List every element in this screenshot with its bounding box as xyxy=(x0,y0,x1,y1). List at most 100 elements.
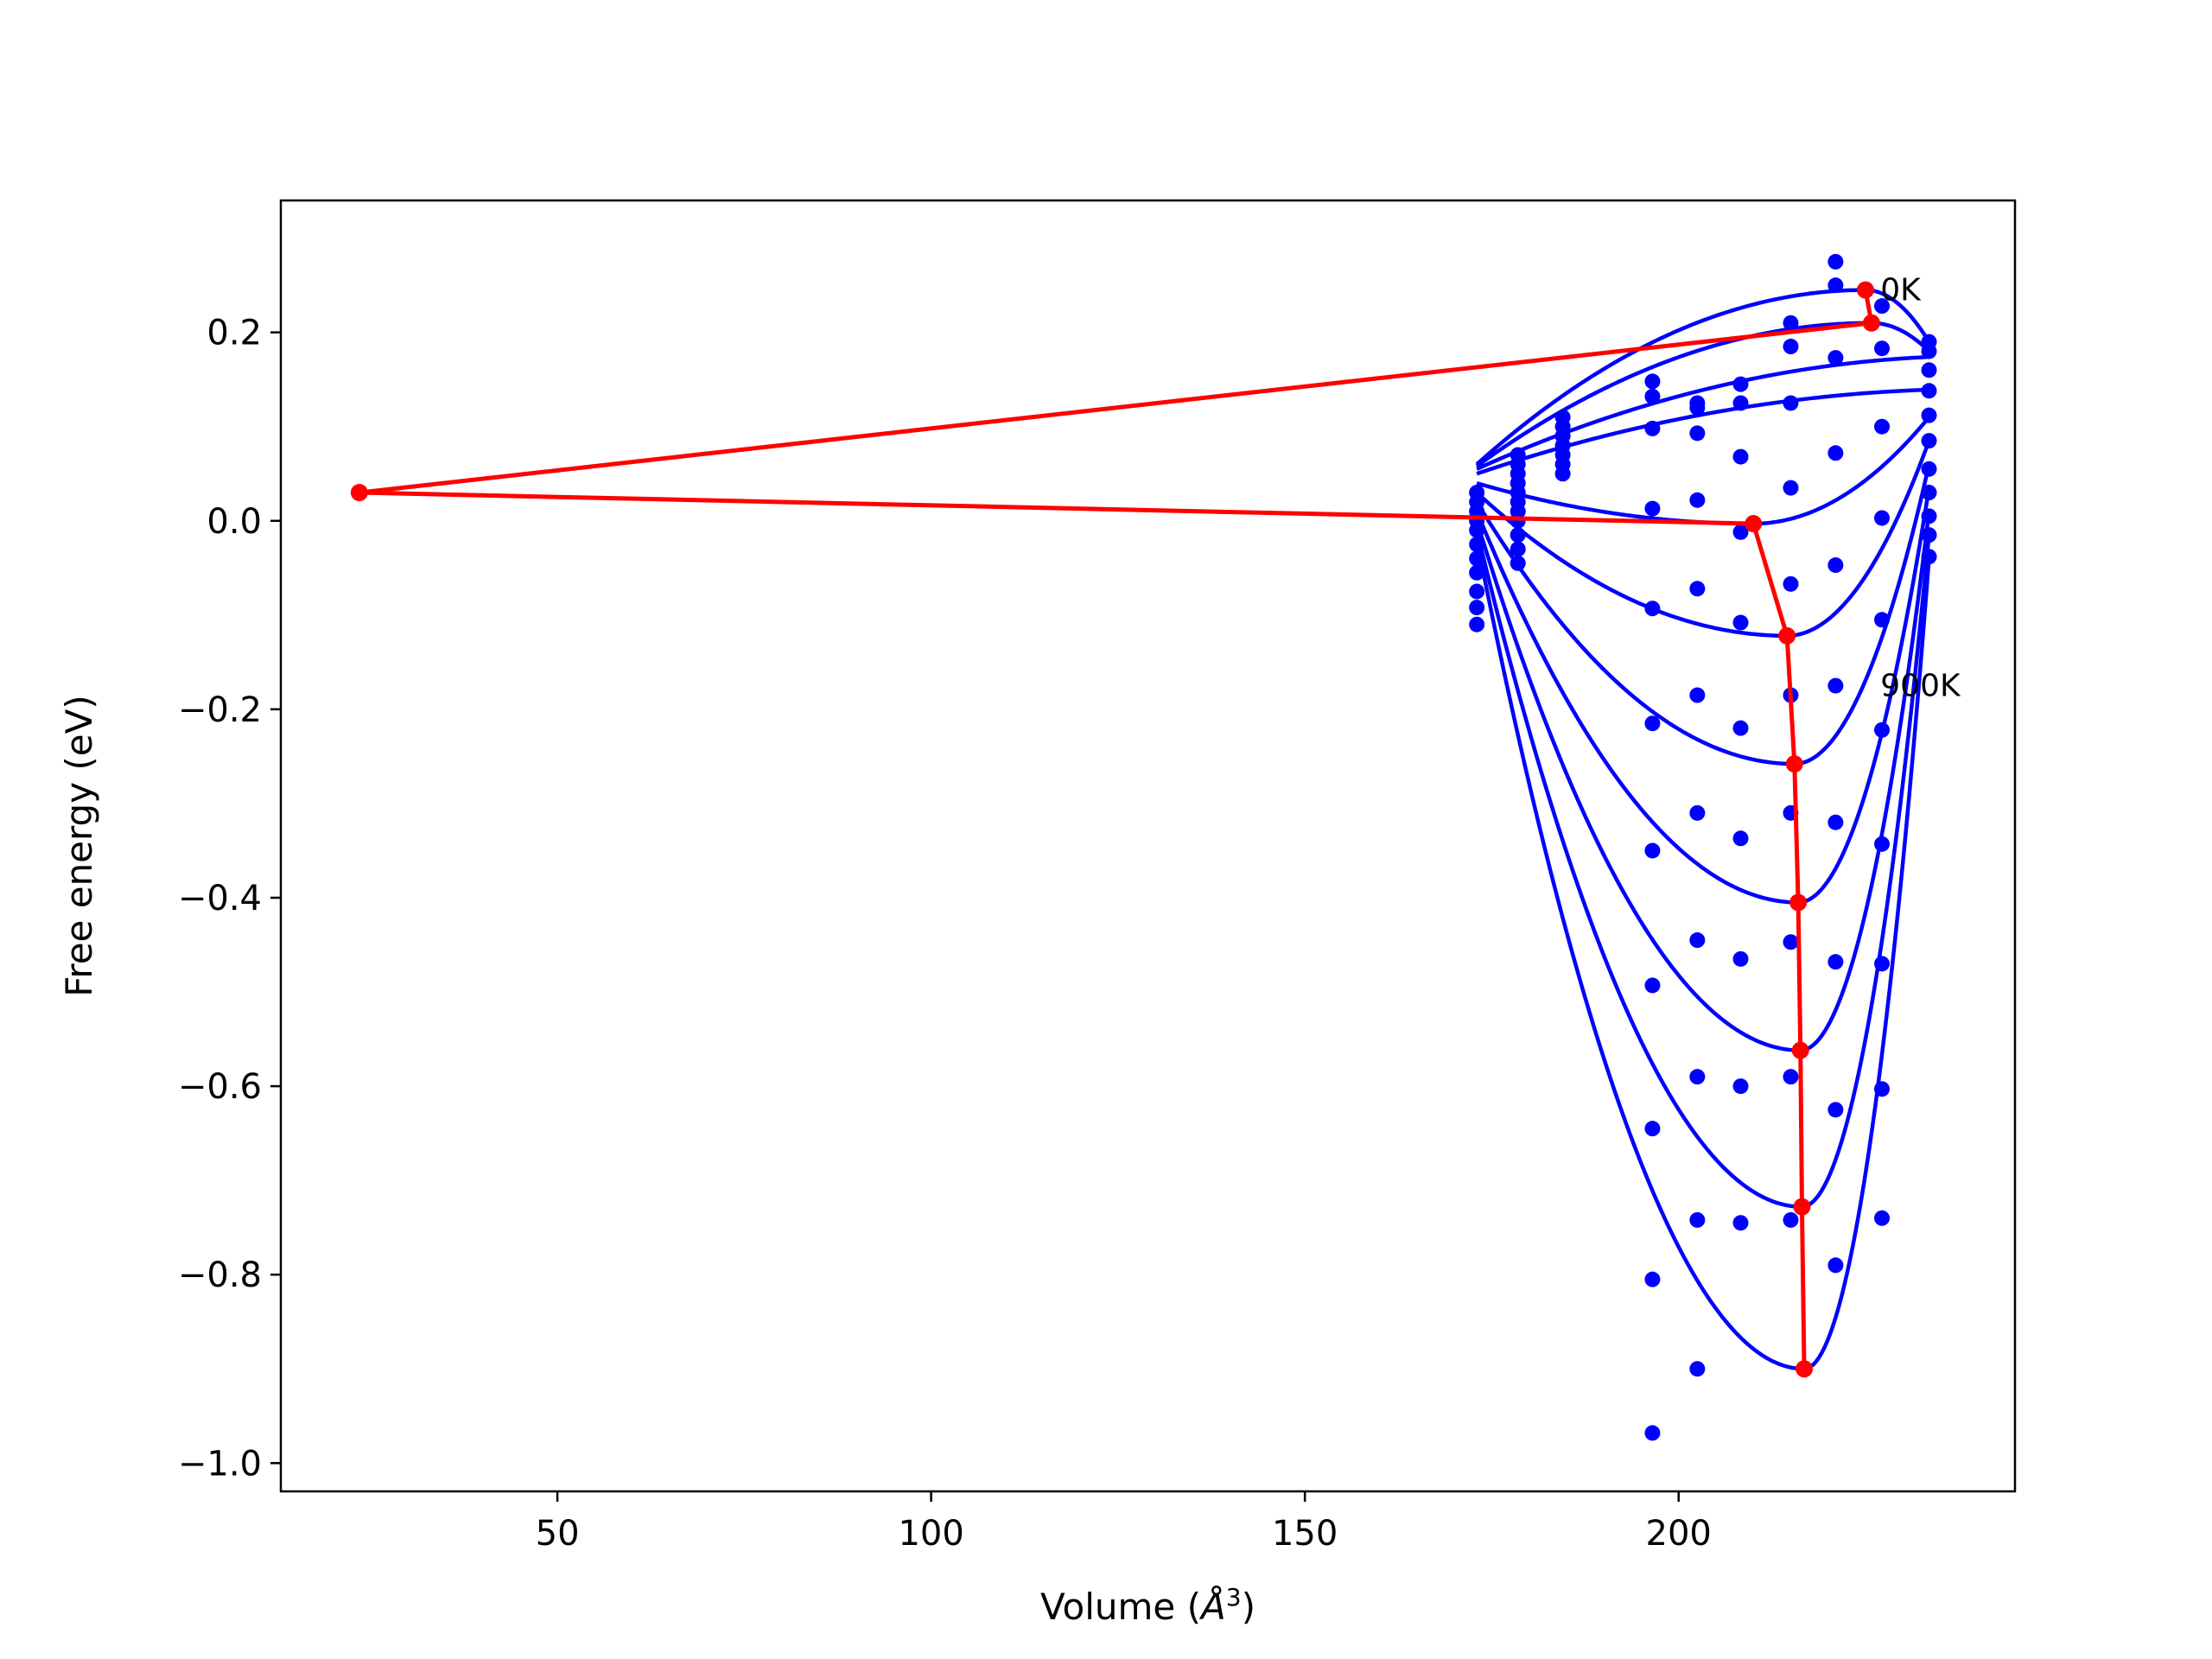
data-point-4-3 xyxy=(1783,575,1799,592)
data-point-0-3 xyxy=(1783,315,1799,331)
data-point-4-0 xyxy=(1644,601,1661,617)
minimum-point-9 xyxy=(1796,1360,1814,1378)
x-tick-label-3: 200 xyxy=(1646,1514,1712,1554)
plot-inner xyxy=(350,253,1937,1441)
data-point-5-1 xyxy=(1689,687,1706,703)
data-point-6-0 xyxy=(1644,842,1661,859)
data-point-5-6 xyxy=(1921,433,1937,449)
data-point-3-0 xyxy=(1644,500,1661,517)
data-point-7-6 xyxy=(1921,485,1937,501)
data-point-4-6 xyxy=(1921,407,1937,423)
data-point-1-6 xyxy=(1921,343,1937,359)
fit-curve-3 xyxy=(1476,387,1929,476)
x-tick-label-0: 50 xyxy=(536,1514,580,1554)
data-point-2-3 xyxy=(1783,395,1799,411)
data-point-4-2 xyxy=(1732,614,1749,631)
y-tick-label-4: −0.2 xyxy=(178,690,262,730)
data-point-8-3 xyxy=(1783,1069,1799,1085)
fit-curve-10 xyxy=(1474,539,1931,1371)
data-point-6-4 xyxy=(1827,814,1844,830)
y-tick-label-5: 0.0 xyxy=(207,502,262,542)
data-point-small-8-0 xyxy=(1469,583,1485,600)
data-point-5-2 xyxy=(1732,720,1749,736)
annotation-900k: 900K xyxy=(1880,669,1961,704)
x-axis-ticks: 50 100 150 200 xyxy=(536,1491,1712,1554)
data-point-0-0 xyxy=(1644,373,1661,390)
data-point-1-2 xyxy=(1732,395,1749,411)
data-point-small-6-0 xyxy=(1469,550,1485,567)
data-point-small-9-0 xyxy=(1469,600,1485,616)
data-point-9-0 xyxy=(1644,1271,1661,1287)
fit-curve-9 xyxy=(1474,530,1931,1209)
data-point-0-2 xyxy=(1732,376,1749,392)
y-tick-label-2: −0.6 xyxy=(178,1067,262,1107)
data-point-7-1 xyxy=(1689,932,1706,949)
data-point-9-1 xyxy=(1689,1211,1706,1228)
data-point-10-6 xyxy=(1921,549,1937,565)
data-point-9-2 xyxy=(1732,1215,1749,1231)
fit-curve-8 xyxy=(1474,511,1931,1052)
data-point-small-4-0 xyxy=(1469,522,1485,538)
y-tick-label-6: 0.2 xyxy=(207,314,262,353)
data-point-2-5 xyxy=(1874,418,1891,435)
data-point-7-3 xyxy=(1783,934,1799,950)
data-point-small-5-0 xyxy=(1469,537,1485,553)
data-point-6-2 xyxy=(1732,830,1749,847)
annotation-0k: 0K xyxy=(1880,273,1922,308)
data-point-3-1 xyxy=(1689,492,1706,508)
minimum-point-5 xyxy=(1785,755,1803,773)
data-point-5-5 xyxy=(1874,721,1891,738)
data-point-10-0 xyxy=(1644,1425,1661,1441)
data-point-3-4 xyxy=(1827,445,1844,461)
data-point-9-4 xyxy=(1827,1257,1844,1274)
minimum-point-4 xyxy=(1778,626,1796,645)
data-point-10-1 xyxy=(1689,1361,1706,1377)
data-point-3-3 xyxy=(1783,480,1799,496)
x-tick-label-1: 100 xyxy=(898,1514,963,1554)
data-point-7-2 xyxy=(1732,950,1749,967)
data-point-8-6 xyxy=(1921,508,1937,524)
y-tick-label-0: −1.0 xyxy=(178,1444,262,1484)
minima-line xyxy=(359,289,1874,1370)
data-point-2-2 xyxy=(1732,448,1749,465)
data-point-4-4 xyxy=(1827,557,1844,574)
data-point-9-3 xyxy=(1783,1211,1799,1228)
data-point-5-4 xyxy=(1827,677,1844,694)
x-tick-label-2: 150 xyxy=(1272,1514,1338,1554)
y-tick-label-1: −0.8 xyxy=(178,1255,262,1295)
data-point-1-1 xyxy=(1689,399,1706,416)
data-point-8-1 xyxy=(1689,1069,1706,1085)
data-point-3-2 xyxy=(1732,524,1749,540)
data-point-8-0 xyxy=(1644,1121,1661,1137)
data-point-6-6 xyxy=(1921,461,1937,477)
y-axis-label: Free energy (eV) xyxy=(58,695,100,997)
data-point-9-5 xyxy=(1874,1210,1891,1226)
fit-curve-6 xyxy=(1475,463,1931,766)
data-point-7-4 xyxy=(1827,954,1844,970)
minimum-point-8 xyxy=(1793,1198,1811,1216)
data-point-8-5 xyxy=(1874,1081,1891,1097)
data-point-2-4 xyxy=(1827,350,1844,366)
data-point-3-5 xyxy=(1874,510,1891,526)
data-point-4-1 xyxy=(1689,581,1706,597)
data-point-1-5 xyxy=(1874,340,1891,357)
fit-curve-5 xyxy=(1475,440,1931,639)
minimum-point-3 xyxy=(1745,515,1763,533)
data-point-0-5 xyxy=(1874,298,1891,315)
data-point-9-6 xyxy=(1921,527,1937,543)
data-point-2-1 xyxy=(1689,425,1706,442)
data-point-1-3 xyxy=(1783,339,1799,355)
y-axis-ticks: −1.0 −0.8 −0.6 −0.4 −0.2 0.0 0.2 xyxy=(178,314,281,1484)
data-point-1-0 xyxy=(1644,388,1661,404)
data-point-1-4 xyxy=(1827,277,1844,294)
plot-frame xyxy=(279,199,2017,1493)
fit-curve-7 xyxy=(1475,487,1931,905)
data-point-3-6 xyxy=(1921,383,1937,399)
minimum-point-0 xyxy=(1856,281,1874,299)
data-point-2-0 xyxy=(1644,420,1661,436)
plot-area xyxy=(350,253,1937,1441)
data-point-0-4 xyxy=(1827,253,1844,270)
fit-curve-2 xyxy=(1476,354,1929,471)
data-point-8-2 xyxy=(1732,1078,1749,1095)
